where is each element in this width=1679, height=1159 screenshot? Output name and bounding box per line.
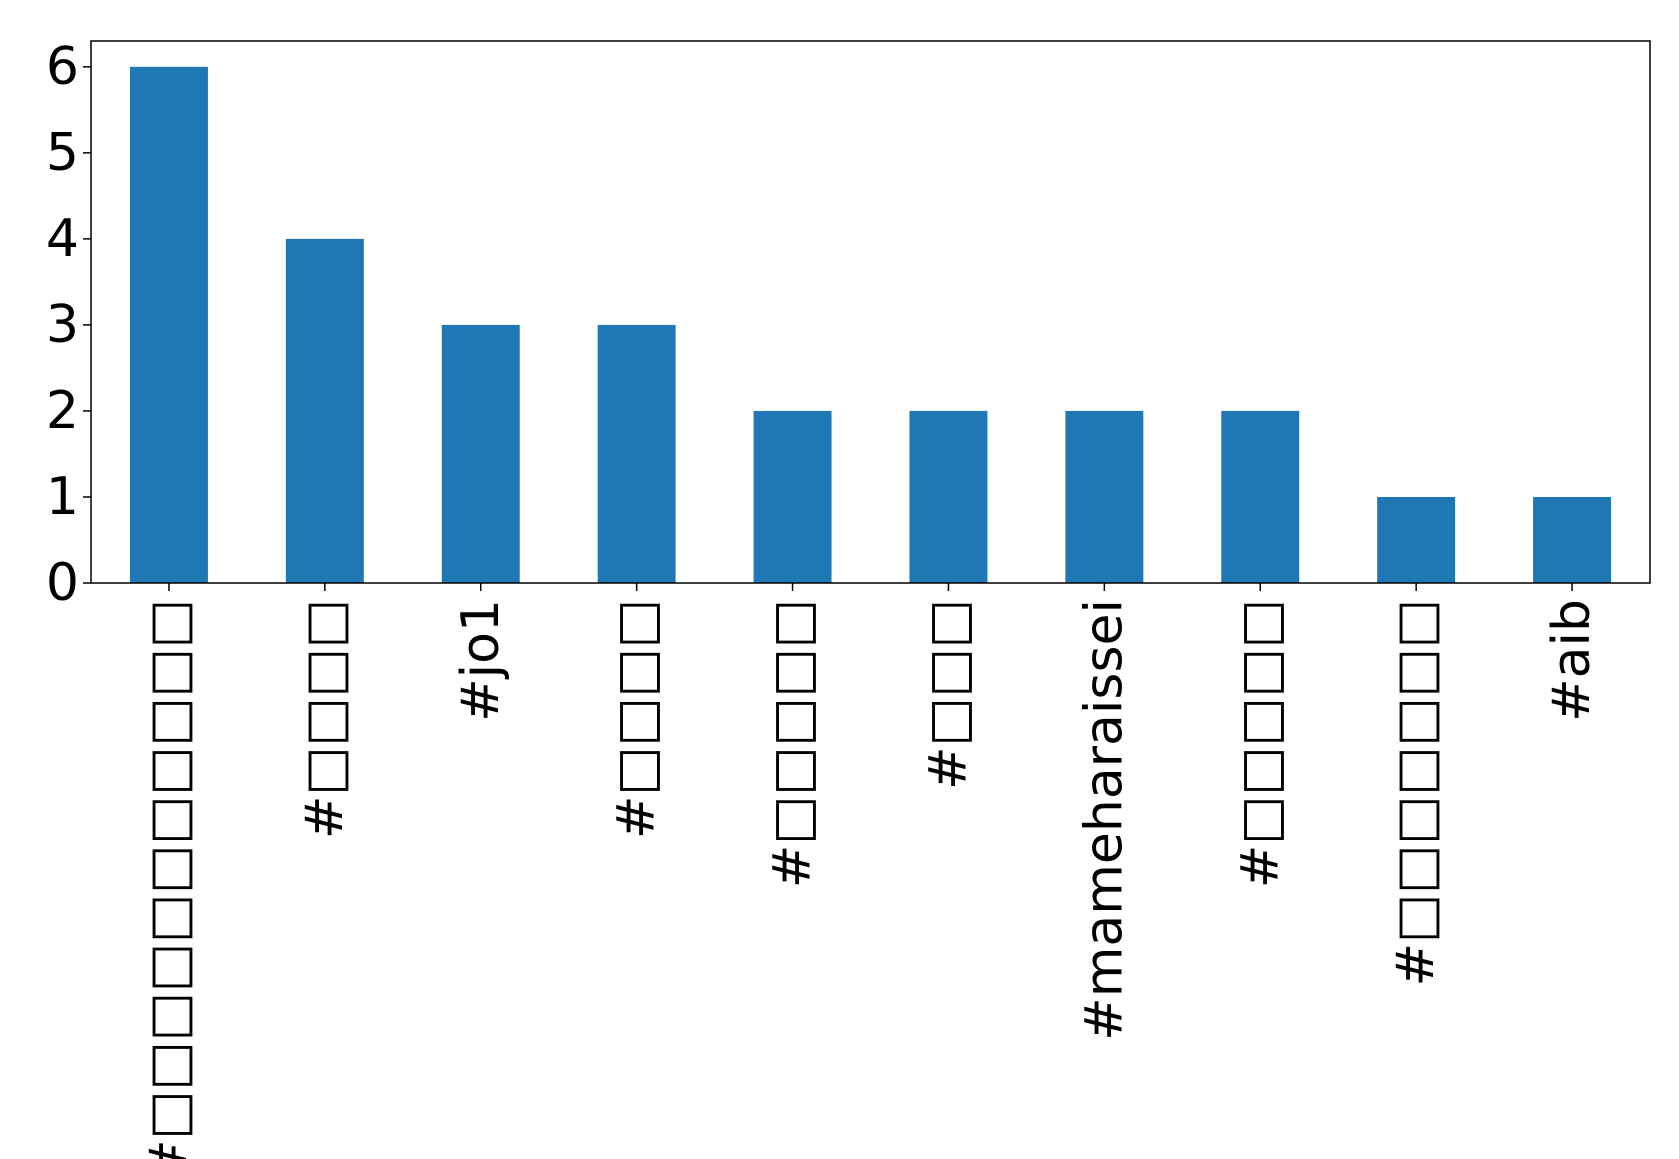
bar-6 [1065,410,1144,583]
bar-0 [129,66,208,584]
x-tick-label-0: #□□□□□□□□□□□ [139,599,199,1159]
x-tick-label-1: #□□□□ [295,599,355,839]
x-tick-label-7: #□□□□□ [1230,599,1290,888]
x-tick-label-4: #□□□□□ [763,599,823,888]
y-tick-label-2: 2 [46,381,79,441]
bar-3 [597,324,676,583]
x-tick-label-5: #□□□ [918,599,978,790]
bar-7 [1221,410,1300,583]
x-tick-label-8: #□□□□□□□ [1386,599,1446,987]
bar-4 [753,410,832,583]
y-tick-label-1: 1 [46,467,79,527]
bar-5 [909,410,988,583]
bar-2 [441,324,520,583]
y-tick-label-3: 3 [46,295,79,355]
bars-group [129,66,1612,584]
x-tick-label-6: #mameharaissei [1074,599,1134,1041]
bar-8 [1377,496,1456,583]
bar-1 [285,238,364,583]
plot-frame [90,40,1651,584]
x-tick-label-3: #□□□□ [607,599,667,839]
x-tick-label-9: #aib [1542,599,1602,722]
y-tick-label-4: 4 [46,209,79,269]
y-tick-label-0: 0 [46,553,79,613]
x-axis: #□□□□□□□□□□□ #□□□□ #jo1 #□□□□ #□□□□□ #□□□ #mam… [139,583,1602,1159]
y-tick-label-5: 5 [46,123,79,183]
y-tick-label-6: 6 [46,37,79,97]
x-tick-label-2: #jo1 [451,599,511,722]
bar-9 [1533,496,1612,583]
y-axis: 0 1 2 3 4 5 6 [46,37,91,613]
